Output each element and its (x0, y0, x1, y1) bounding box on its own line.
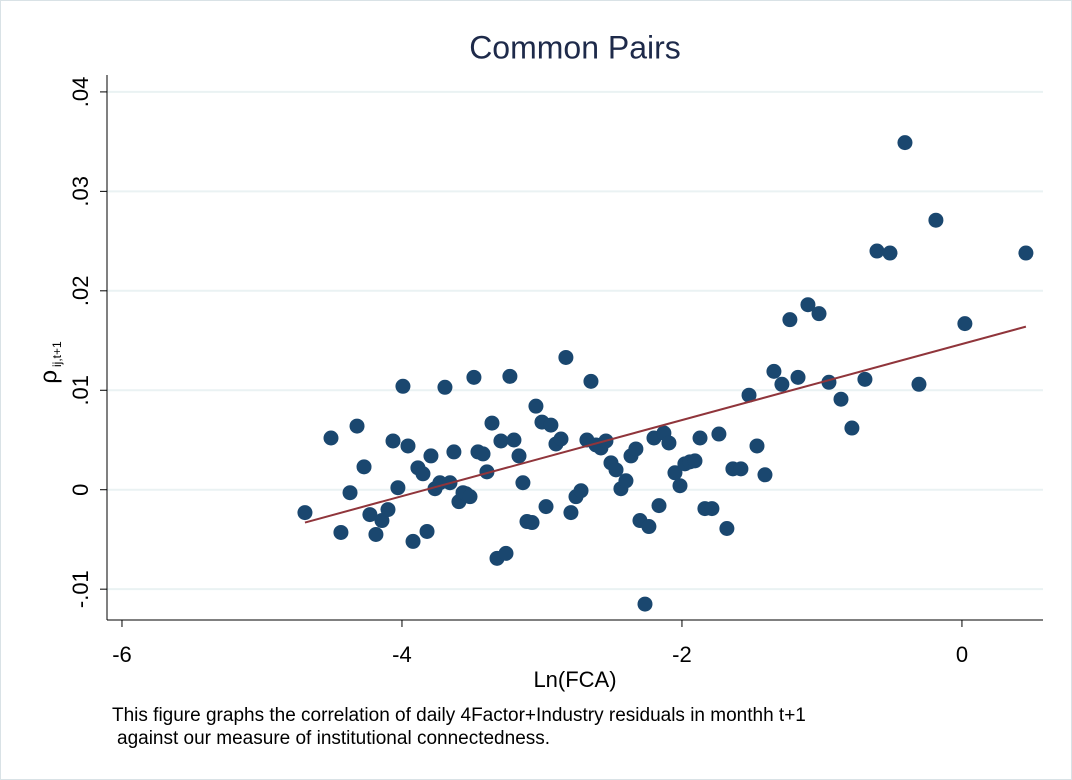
scatter-point (400, 438, 416, 454)
scatter-point (667, 465, 683, 481)
x-tick-label: -2 (672, 642, 692, 667)
scatter-point (437, 379, 453, 395)
scatter-point (1018, 245, 1034, 261)
scatter-point (608, 462, 624, 478)
scatter-point (558, 349, 574, 365)
scatter-point (385, 433, 401, 449)
scatter-point (749, 438, 765, 454)
scatter-point (484, 415, 500, 431)
scatter-point (672, 478, 688, 494)
scatter-point (502, 368, 518, 384)
scatter-point (390, 480, 406, 496)
scatter-point (869, 243, 885, 259)
scatter-point (511, 448, 527, 464)
scatter-point (882, 245, 898, 261)
scatter-point (297, 505, 313, 521)
scatter-point (911, 376, 927, 392)
scatter-point (493, 433, 509, 449)
scatter-point (323, 430, 339, 446)
y-tick-label: 0 (68, 484, 93, 496)
scatter-point (687, 453, 703, 469)
scatter-point (957, 316, 973, 332)
scatter-point (515, 475, 531, 491)
scatter-point (637, 596, 653, 612)
scatter-point (405, 533, 421, 549)
scatter-point (498, 545, 514, 561)
scatter-point (462, 489, 478, 505)
scatter-point (692, 430, 708, 446)
scatter-point (528, 398, 544, 414)
x-tick-label: -6 (112, 642, 132, 667)
scatter-point (475, 446, 491, 462)
scatter-point (704, 501, 720, 517)
y-tick-label: .04 (68, 77, 93, 108)
scatter-point (524, 515, 540, 531)
scatter-point (563, 505, 579, 521)
scatter-point (928, 212, 944, 228)
scatter-point (553, 431, 569, 447)
scatter-point (356, 459, 372, 475)
y-axis-label-subscript: ij,t+1 (50, 341, 64, 367)
x-tick-label: 0 (956, 642, 968, 667)
scatter-point (897, 135, 913, 151)
scatter-point (766, 363, 782, 379)
scatter-point (857, 371, 873, 387)
scatter-point (333, 524, 349, 540)
scatter-point (415, 466, 431, 482)
scatter-point (479, 464, 495, 480)
chart-title: Common Pairs (469, 29, 681, 65)
scatter-point (741, 387, 757, 403)
scatter-point (349, 418, 365, 434)
scatter-point (362, 507, 378, 523)
scatter-point (641, 519, 657, 535)
scatter-point (506, 432, 522, 448)
scatter-point (711, 426, 727, 442)
scatter-point (618, 473, 634, 489)
scatter-point (757, 467, 773, 483)
caption-line: This figure graphs the correlation of da… (112, 705, 806, 726)
scatter-point (538, 499, 554, 515)
scatter-point (543, 417, 559, 433)
scatter-point (719, 521, 735, 537)
scatter-point (651, 498, 667, 514)
fit-line (304, 325, 1027, 524)
y-tick-label: .03 (68, 176, 93, 207)
y-axis-label: ρ (35, 370, 62, 384)
y-tick-label: .01 (68, 375, 93, 406)
scatter-point (733, 461, 749, 477)
scatter-point (583, 373, 599, 389)
scatter-point (368, 526, 384, 542)
x-tick-label: -4 (392, 642, 412, 667)
scatter-point (811, 306, 827, 322)
y-axis-label-group: ρ ij,t+1 (35, 341, 64, 384)
scatter-point (374, 513, 390, 529)
scatter-point (774, 376, 790, 392)
scatter-point (833, 391, 849, 407)
scatter-point (423, 448, 439, 464)
y-tick-label: .02 (68, 276, 93, 307)
scatter-point (800, 297, 816, 313)
scatter-point (844, 420, 860, 436)
scatter-point (380, 502, 396, 518)
scatter-point (573, 483, 589, 499)
scatter-point (342, 485, 358, 501)
scatter-point (661, 435, 677, 451)
scatter-point (790, 369, 806, 385)
scatter-point (628, 441, 644, 457)
y-tick-label: -.01 (68, 570, 93, 608)
x-axis-label: Ln(FCA) (533, 667, 616, 692)
scatter-point (419, 523, 435, 539)
scatter-point (466, 369, 482, 385)
caption-line: against our measure of institutional con… (117, 728, 550, 749)
scatter-point (782, 312, 798, 328)
scatter-point (395, 378, 411, 394)
scatter-point (446, 444, 462, 460)
